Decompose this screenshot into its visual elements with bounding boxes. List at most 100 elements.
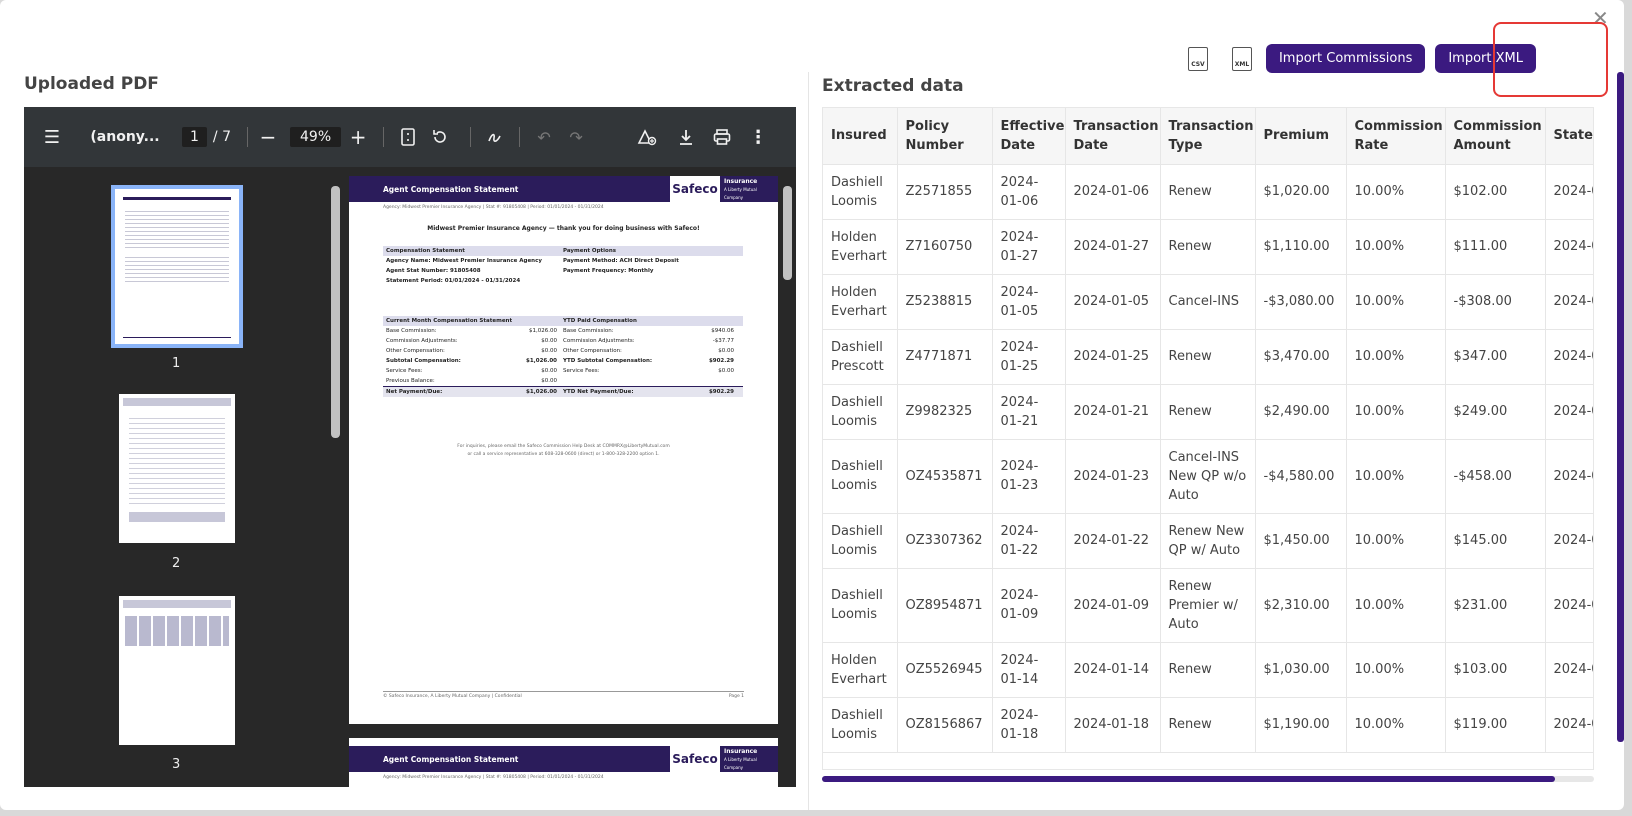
column-header[interactable]: Insured <box>823 108 898 165</box>
table-cell: Z7160750 <box>897 219 993 275</box>
extracted-table-container[interactable]: Insured Policy Number Effective Date Transa… <box>822 107 1594 770</box>
pdf-scrollbar[interactable] <box>783 186 792 280</box>
column-header[interactable]: Commission Rate <box>1346 108 1446 165</box>
thumbnail-number: 1 <box>172 356 181 371</box>
table-cell: 2024-01-23 <box>1065 439 1161 514</box>
table-cell: 2024-01-18 <box>992 697 1066 753</box>
table-cell: 2024-01-22 <box>992 513 1066 569</box>
table-cell: 2024-01-31 <box>1545 384 1593 440</box>
compensation-details: Current Month Compensation Statement YTD … <box>383 316 743 397</box>
pdf-file-name: (anony... <box>90 129 160 145</box>
toolbar-separator <box>383 127 385 147</box>
toolbar-separator <box>470 127 472 147</box>
page-footer-left: © Safeco Insurance, A Liberty Mutual Com… <box>383 694 522 699</box>
toolbar-separator <box>247 127 248 147</box>
column-header[interactable]: Policy Number <box>897 108 993 165</box>
horizontal-scrollbar[interactable] <box>822 776 1594 782</box>
column-header[interactable]: Commission Amount <box>1445 108 1546 165</box>
table-body: Dashiell Loomis Z2571855 2024-01-06 2024-01… <box>823 164 1593 753</box>
thumbnail-page-3[interactable] <box>119 596 235 745</box>
table-cell: $3,470.00 <box>1255 329 1347 385</box>
brand-tag: Insurance A Liberty Mutual Company <box>724 748 758 770</box>
fit-page-icon[interactable] <box>392 128 424 146</box>
table-cell: 2024-01-25 <box>992 329 1066 385</box>
table-cell: $1,030.00 <box>1255 642 1347 698</box>
column-header[interactable]: Premium <box>1255 108 1347 165</box>
table-row[interactable]: Dashiell Loomis OZ4535871 2024-01-23 2024-0… <box>823 439 1593 514</box>
table-cell: 10.00% <box>1346 219 1446 275</box>
column-header[interactable]: Transaction Date <box>1065 108 1161 165</box>
table-cell: 2024-01-31 <box>1545 697 1593 753</box>
add-annotation-icon[interactable] <box>626 128 668 146</box>
table-row[interactable]: Holden Everhart Z7160750 2024-01-27 2024-01… <box>823 219 1593 275</box>
page-number-input[interactable]: 1 <box>182 127 207 147</box>
xml-file-icon[interactable]: XML <box>1231 46 1252 71</box>
table-cell: 2024-01-27 <box>992 219 1066 275</box>
table-cell: OZ5526945 <box>897 642 993 698</box>
page-header: Agent Compensation Statement Safeco Insu… <box>349 176 778 202</box>
page-title: Agent Compensation Statement <box>383 184 519 194</box>
table-row[interactable]: Dashiell Loomis OZ3307362 2024-01-22 2024-0… <box>823 513 1593 569</box>
print-icon[interactable] <box>704 128 740 146</box>
table-row[interactable]: Dashiell Loomis Z9982325 2024-01-21 2024-01… <box>823 384 1593 440</box>
table-cell: -$3,080.00 <box>1255 274 1347 330</box>
import-xml-button[interactable]: Import XML <box>1435 44 1536 73</box>
csv-file-icon[interactable]: CSV <box>1187 46 1208 71</box>
table-row[interactable]: Dashiell Loomis OZ8954871 2024-01-09 2024-0… <box>823 568 1593 643</box>
table-cell: Holden Everhart <box>823 642 898 698</box>
table-cell: $1,020.00 <box>1255 164 1347 220</box>
table-cell: 2024-01-06 <box>992 164 1066 220</box>
table-cell: -$458.00 <box>1445 439 1546 514</box>
table-cell: 10.00% <box>1346 439 1446 514</box>
table-cell: 10.00% <box>1346 164 1446 220</box>
draw-icon[interactable] <box>479 128 511 146</box>
table-cell: -$308.00 <box>1445 274 1546 330</box>
zoom-in-icon[interactable]: + <box>349 125 367 149</box>
zoom-input[interactable]: 49% <box>290 127 342 147</box>
table-row[interactable]: Holden Everhart OZ5526945 2024-01-14 2024-0… <box>823 642 1593 698</box>
table-row[interactable]: Holden Everhart Z5238815 2024-01-05 2024-01… <box>823 274 1593 330</box>
table-cell: Dashiell Loomis <box>823 439 898 514</box>
download-icon[interactable] <box>668 128 704 146</box>
zoom-out-icon[interactable]: − <box>259 125 277 149</box>
table-cell: Dashiell Loomis <box>823 568 898 643</box>
table-cell: Renew <box>1160 329 1256 385</box>
thumbnail-scrollbar[interactable] <box>331 186 340 438</box>
thumbnail-page-2[interactable] <box>119 394 235 543</box>
page-footer-right: Page 1 <box>728 694 744 699</box>
column-header[interactable]: Effective Date <box>992 108 1066 165</box>
table-cell: 2024-01-31 <box>1545 568 1593 643</box>
column-header[interactable]: Transaction Type <box>1160 108 1256 165</box>
thumbnail-page-1[interactable] <box>111 185 243 348</box>
table-row[interactable]: Dashiell Prescott Z4771871 2024-01-25 2024-… <box>823 329 1593 385</box>
undo-icon[interactable]: ↶ <box>537 127 551 147</box>
table-cell: Dashiell Loomis <box>823 513 898 569</box>
column-header[interactable]: Statement Date <box>1545 108 1593 165</box>
table-cell: OZ3307362 <box>897 513 993 569</box>
menu-icon[interactable]: ☰ <box>43 126 61 148</box>
rotate-icon[interactable] <box>424 128 456 146</box>
redo-icon[interactable]: ↷ <box>569 127 583 147</box>
modal-scrollbar[interactable] <box>1617 72 1624 742</box>
footer-note-2: or call a service representative at 608-… <box>467 452 660 457</box>
extracted-data-table: Insured Policy Number Effective Date Transa… <box>823 108 1593 753</box>
more-options-icon[interactable]: ⋮ <box>749 126 768 148</box>
table-cell: Renew <box>1160 164 1256 220</box>
table-cell: $2,490.00 <box>1255 384 1347 440</box>
compensation-summary: Compensation Statement Payment Options Ag… <box>383 246 743 286</box>
table-cell: Cancel-INS <box>1160 274 1256 330</box>
horizontal-scroll-thumb[interactable] <box>822 776 1556 782</box>
table-cell: Z4771871 <box>897 329 993 385</box>
import-commissions-button[interactable]: Import Commissions <box>1265 44 1426 73</box>
thumbnail-number: 2 <box>172 556 181 571</box>
table-row[interactable]: Dashiell Loomis Z2571855 2024-01-06 2024-01… <box>823 164 1593 220</box>
extracted-data-title: Extracted data <box>822 76 964 96</box>
table-cell: $1,190.00 <box>1255 697 1347 753</box>
table-cell: Holden Everhart <box>823 274 898 330</box>
thanks-line: Midwest Premier Insurance Agency — thank… <box>427 225 700 232</box>
table-row[interactable]: Dashiell Loomis OZ8156867 2024-01-18 2024-0… <box>823 697 1593 753</box>
table-cell: $103.00 <box>1445 642 1546 698</box>
table-cell: 2024-01-05 <box>1065 274 1161 330</box>
table-cell: 2024-01-09 <box>992 568 1066 643</box>
table-cell: $231.00 <box>1445 568 1546 643</box>
